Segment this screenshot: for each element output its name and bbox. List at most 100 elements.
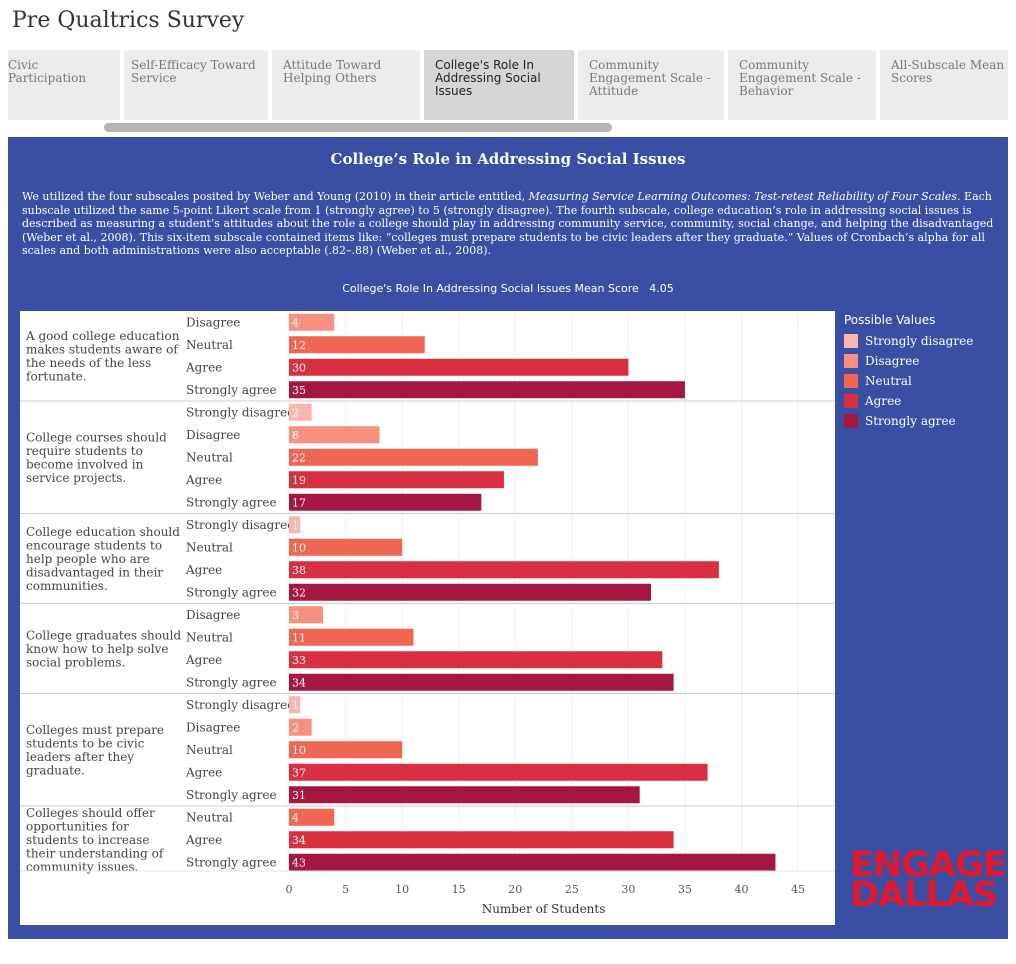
x-tick-label: 35 <box>678 883 692 896</box>
group-label-line: College courses should <box>26 430 167 444</box>
legend-title: Possible Values <box>844 313 936 327</box>
x-tick-label: 20 <box>508 883 522 896</box>
mean-score: College's Role In Addressing Social Issu… <box>8 282 1008 295</box>
group-label: College courses should require students t… <box>26 430 167 485</box>
legend-label: Strongly agree <box>865 414 956 428</box>
description-text-cont: . Each subscale utilized the same 5-poin… <box>22 190 994 257</box>
bar <box>289 786 640 804</box>
bar-value-label: 1 <box>292 519 299 532</box>
bar-value-label: 30 <box>292 361 306 374</box>
category-label: Neutral <box>186 810 233 824</box>
legend-swatch <box>844 334 858 348</box>
group-label-line: community issues. <box>26 860 138 874</box>
bar-value-label: 35 <box>292 384 306 397</box>
tab-1[interactable]: Civic Participation <box>8 50 120 120</box>
legend-swatch <box>844 394 858 408</box>
legend-item[interactable]: Strongly agree <box>844 411 973 431</box>
group-label-line: College education should <box>26 525 180 539</box>
tab-4[interactable]: College's Role In Addressing Social Issue… <box>424 50 574 120</box>
group-label-line: students to be civic <box>26 736 145 750</box>
bar-value-label: 11 <box>292 631 306 644</box>
bar-value-label: 32 <box>292 586 306 599</box>
category-label: Strongly agree <box>186 585 277 599</box>
mean-score-value: 4.05 <box>649 282 674 295</box>
tab-5[interactable]: Community Engagement Scale - Attitude <box>578 50 724 120</box>
page-title: Pre Qualtrics Survey <box>12 8 245 33</box>
group-label-line: graduate. <box>26 763 85 777</box>
category-label: Disagree <box>186 720 240 734</box>
legend-label: Agree <box>865 394 902 408</box>
bar-value-label: 38 <box>292 564 306 577</box>
bar-value-label: 12 <box>292 339 306 352</box>
bar <box>289 741 403 759</box>
category-label: Neutral <box>186 450 233 464</box>
category-label: Neutral <box>186 630 233 644</box>
bar <box>289 358 629 376</box>
tab-label-line: All-Subscale Mean <box>891 58 1005 72</box>
group-label: Colleges must prepare students to be civi… <box>26 723 164 778</box>
panel-title: College’s Role in Addressing Social Issu… <box>330 150 686 168</box>
group-label-line: know how to help solve <box>26 642 168 656</box>
category-label: Strongly disagree <box>186 405 294 419</box>
x-tick-label: 25 <box>565 883 579 896</box>
group-label: Colleges should offer opportunities for st… <box>26 806 165 874</box>
legend-item[interactable]: Agree <box>844 391 973 411</box>
bar <box>289 831 674 849</box>
article-title: Measuring Service Learning Outcomes: Tes… <box>528 190 958 203</box>
tab-2[interactable]: Self-Efficacy Toward Service <box>124 50 268 120</box>
tab-label-line: Attitude Toward <box>283 58 382 72</box>
bar-value-label: 8 <box>292 429 299 442</box>
bar-value-label: 34 <box>292 834 306 847</box>
group-label-line: A good college education <box>25 329 180 343</box>
group-label-line: become involved in <box>26 457 144 471</box>
tab-label-line: Engagement Scale - <box>739 71 861 85</box>
bar-value-label: 3 <box>292 609 299 622</box>
bar <box>289 516 301 534</box>
tab-scrollbar[interactable] <box>104 123 612 132</box>
category-label: Agree <box>185 473 222 487</box>
bar-value-label: 10 <box>292 541 306 554</box>
category-label: Agree <box>185 563 222 577</box>
category-label: Agree <box>185 653 222 667</box>
bar <box>289 718 312 736</box>
bar <box>289 471 504 489</box>
tab-label-line: Community <box>589 58 660 72</box>
tab-7[interactable]: All-Subscale Mean Scores <box>880 50 1008 120</box>
category-label: Neutral <box>186 540 233 554</box>
category-label: Strongly agree <box>186 495 277 509</box>
chart-area: A good college education makes students a… <box>20 311 835 925</box>
bar <box>289 583 651 601</box>
tab-6[interactable]: Community Engagement Scale - Behavior <box>728 50 876 120</box>
category-label: Strongly disagree <box>186 518 294 532</box>
bar-value-label: 33 <box>292 654 306 667</box>
tab-label-line: Civic Participation <box>8 58 87 85</box>
tab-label-line: College's Role In <box>435 58 534 72</box>
legend-item[interactable]: Neutral <box>844 371 973 391</box>
tab-3[interactable]: Attitude Toward Helping Others <box>272 50 420 120</box>
group-label-line: service projects. <box>26 471 126 485</box>
category-label: Agree <box>185 765 222 779</box>
group-label-line: disadvantaged in their <box>26 565 163 579</box>
bar-value-label: 34 <box>292 676 306 689</box>
group-label-line: social problems. <box>26 655 125 669</box>
category-label: Strongly agree <box>186 383 277 397</box>
logo-line-1: ENGAGE <box>850 845 1007 885</box>
group-label-line: encourage students to <box>26 538 162 552</box>
legend-item[interactable]: Strongly disagree <box>844 331 973 351</box>
tab-label-line: Addressing Social Issues <box>435 71 541 98</box>
description-text: We utilized the four subscales posited b… <box>22 190 529 203</box>
x-tick-label: 40 <box>735 883 749 896</box>
tab-label-line: Community <box>739 58 810 72</box>
category-label: Neutral <box>186 743 233 757</box>
bar-value-label: 19 <box>292 474 306 487</box>
group-label-line: Colleges must prepare <box>26 723 164 737</box>
legend-label: Neutral <box>865 374 912 388</box>
category-label: Disagree <box>186 428 240 442</box>
group-label: A good college education makes students a… <box>25 329 180 384</box>
bar-value-label: 17 <box>292 496 306 509</box>
bar <box>289 696 301 714</box>
content-panel: College’s Role in Addressing Social Issu… <box>8 137 1008 939</box>
bar-value-label: 22 <box>292 451 306 464</box>
engage-dallas-logo: ENGAGE DALLAS <box>850 845 1007 913</box>
legend-item[interactable]: Disagree <box>844 351 973 371</box>
